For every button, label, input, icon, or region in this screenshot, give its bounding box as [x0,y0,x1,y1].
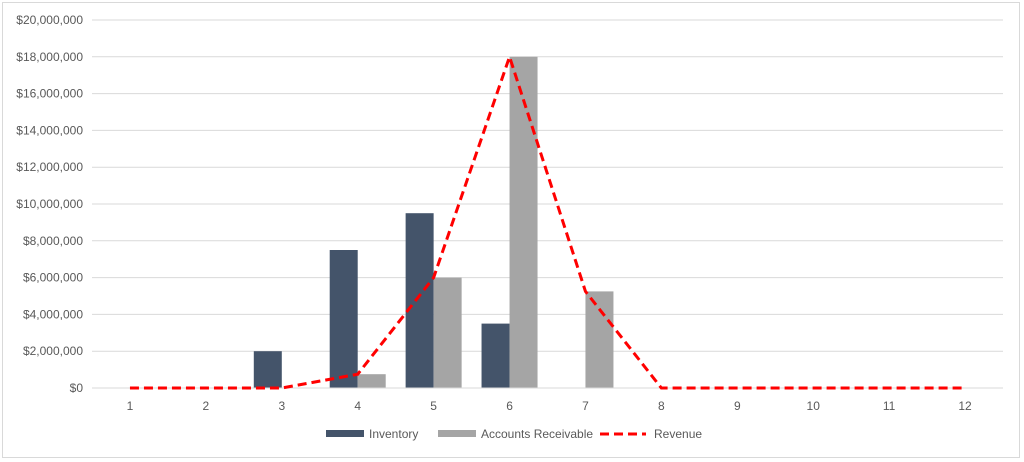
x-tick-label: 7 [582,399,589,413]
legend-item: Inventory [326,427,418,441]
legend-swatch [438,430,476,437]
legend-label: Revenue [654,427,702,441]
y-tick-label: $12,000,000 [16,160,83,174]
bar-inventory [481,323,510,388]
bar-accounts-receivable [585,291,614,388]
y-tick-label: $6,000,000 [23,271,83,285]
bar-inventory [253,351,282,388]
x-tick-label: 1 [127,399,134,413]
x-tick-label: 10 [807,399,821,413]
x-tick-label: 4 [354,399,361,413]
x-tick-label: 5 [430,399,437,413]
x-tick-label: 9 [734,399,741,413]
x-tick-label: 12 [958,399,972,413]
legend: Inventory Accounts Receivable Revenue [326,427,702,441]
y-tick-label: $8,000,000 [23,234,83,248]
x-tick-label: 8 [658,399,665,413]
x-tick-label: 3 [278,399,285,413]
y-tick-label: $10,000,000 [16,197,83,211]
legend-swatch [326,430,364,437]
legend-item: Revenue [600,427,702,441]
x-tick-label: 6 [506,399,513,413]
y-tick-label: $16,000,000 [16,87,83,101]
bar-inventory [329,250,358,388]
y-tick-label: $4,000,000 [23,307,83,321]
bar-accounts-receivable [433,277,462,388]
gridlines [92,19,1003,389]
bar-accounts-receivable [357,374,386,388]
y-tick-label: $2,000,000 [23,344,83,358]
bar-accounts-receivable [509,56,538,389]
x-tick-label: 11 [883,399,896,413]
y-tick-label: $14,000,000 [16,123,83,137]
x-tick-label: 2 [203,399,210,413]
line-revenue [129,52,966,390]
legend-label: Accounts Receivable [481,427,593,441]
y-tick-label: $20,000,000 [16,13,83,27]
legend-item: Accounts Receivable [438,427,593,441]
legend-label: Inventory [369,427,418,441]
bar-inventory [405,213,434,388]
y-tick-label: $18,000,000 [16,50,83,64]
y-tick-label: $0 [70,381,84,395]
